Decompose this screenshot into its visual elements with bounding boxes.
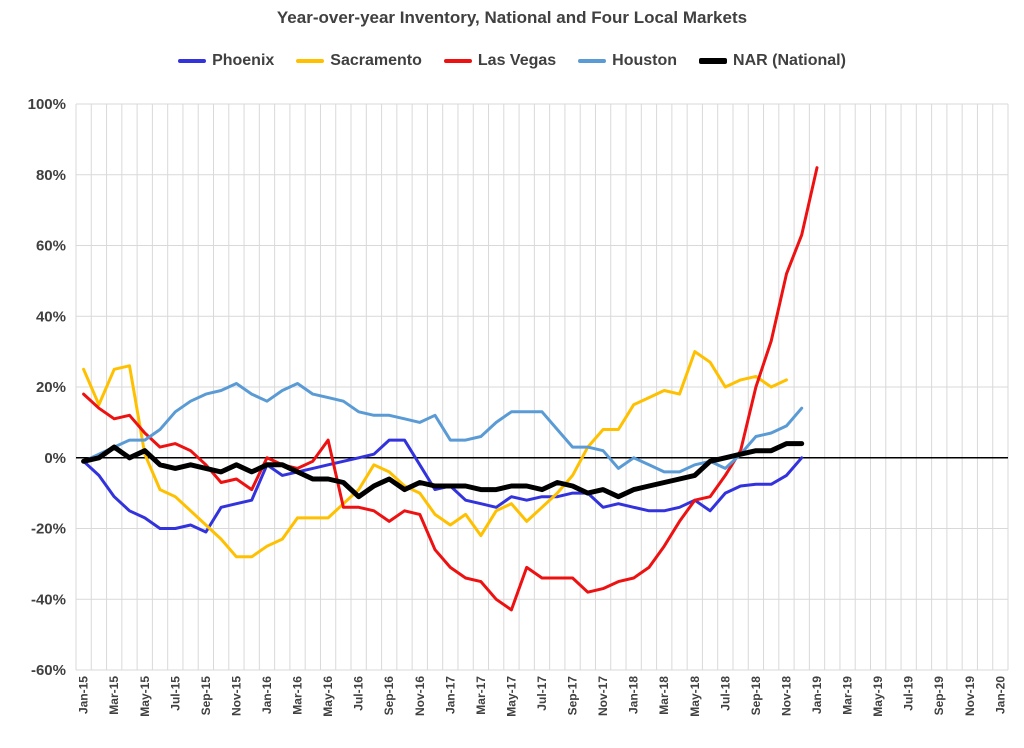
x-tick-label: Jan-18 [627,676,641,714]
legend-item-phoenix: Phoenix [178,52,274,70]
y-tick-label: 0% [44,450,66,467]
x-tick-label: Nov-16 [413,676,427,716]
x-tick-label: Jan-15 [77,676,91,714]
x-tick-label: Nov-15 [229,676,243,716]
x-tick-label: May-18 [688,676,702,717]
x-tick-label: Jan-16 [260,676,274,714]
legend-item-sacramento: Sacramento [296,52,422,70]
x-tick-label: Mar-16 [291,676,305,715]
x-tick-label: Mar-15 [107,676,121,715]
y-tick-label: 100% [28,96,66,113]
y-tick-label: 40% [36,308,66,325]
x-tick-label: Jan-19 [810,676,824,714]
series-line-nar-national [81,441,805,500]
legend-swatch [699,58,728,64]
x-tick-label: Nov-17 [596,676,610,716]
x-tick-label: Jan-20 [993,676,1007,714]
legend-item-las-vegas: Las Vegas [443,52,557,70]
x-tick-label: Jul-16 [352,676,366,711]
x-tick-label: Sep-18 [749,676,763,716]
legend-item-nar-national: NAR (National) [699,52,846,70]
x-tick-label: Sep-16 [382,676,396,716]
x-tick-label: Jan-17 [443,676,457,714]
y-tick-label: -60% [31,662,66,679]
x-tick-label: May-19 [871,676,885,717]
legend-swatch [578,59,607,63]
x-tick-label: Sep-17 [566,676,580,716]
x-tick-label: Jul-18 [718,676,732,711]
legend-item-houston: Houston [578,52,677,70]
series-line-las-vegas [82,166,819,612]
x-tick-label: Nov-19 [963,676,977,716]
x-tick-label: Jul-15 [168,676,182,711]
x-tick-label: May-16 [321,676,335,717]
y-tick-label: 20% [36,379,66,396]
x-tick-label: May-15 [138,676,152,717]
y-tick-label: -20% [31,521,66,538]
chart-title: Year-over-year Inventory, National and F… [276,8,748,27]
legend-swatch [443,59,472,63]
x-tick-label: Mar-17 [474,676,488,715]
legend-label: Sacramento [330,52,422,69]
y-tick-label: -40% [31,591,66,608]
x-tick-label: Sep-15 [199,676,213,716]
x-tick-label: May-17 [504,676,518,717]
y-tick-label: 60% [36,238,66,255]
legend-label: Phoenix [212,52,275,69]
x-tick-label: Jul-17 [535,676,549,711]
x-tick-label: Mar-19 [841,676,855,715]
legend-label: Houston [612,52,678,69]
x-tick-label: Mar-18 [657,676,671,715]
x-tick-label: Nov-18 [779,676,793,716]
series-line-houston [82,382,804,474]
series-line-sacramento [82,350,788,559]
x-tick-label: Sep-19 [932,676,946,716]
legend-label: NAR (National) [733,52,846,69]
x-tick-label: Jul-19 [902,676,916,711]
legend-swatch [296,59,325,63]
y-tick-label: 80% [36,167,66,184]
legend-label: Las Vegas [477,52,557,69]
chart-legend: Phoenix Sacramento Las Vegas Houston NAR (Na… [0,52,1024,70]
legend-swatch [178,59,207,63]
